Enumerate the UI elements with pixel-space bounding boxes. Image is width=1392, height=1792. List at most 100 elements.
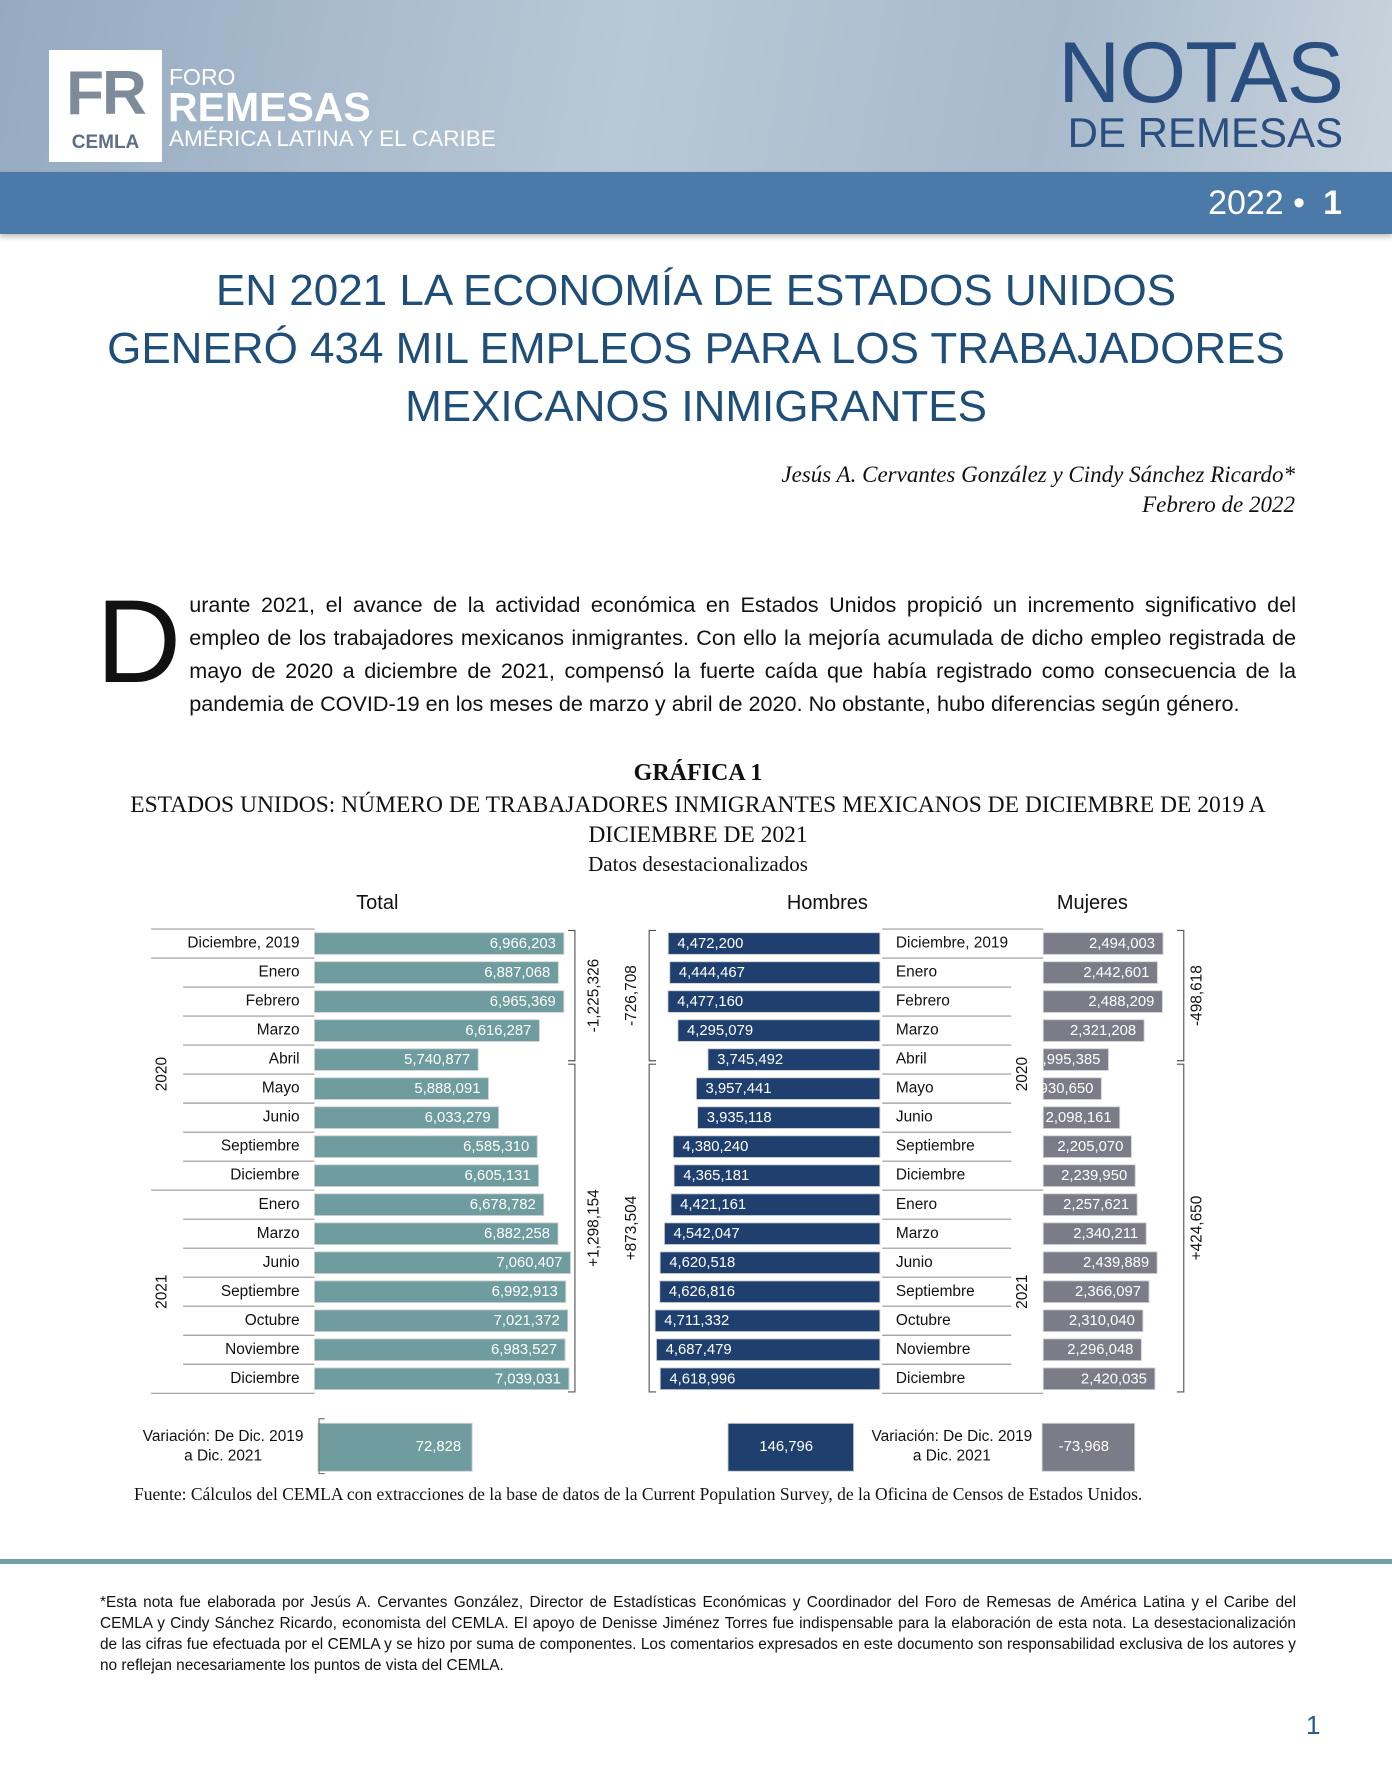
- change-caption: a Dic. 2021: [913, 1448, 991, 1465]
- bracket-label: -1,225,326: [585, 959, 602, 1033]
- category-label: Diciembre: [230, 1370, 299, 1387]
- change-bar: [727, 1422, 855, 1472]
- value-label: 6,992,913: [492, 1284, 558, 1300]
- header-stripe: [0, 172, 1392, 234]
- bar: [314, 1048, 479, 1071]
- value-label: 4,477,160: [677, 994, 743, 1010]
- bar: [1042, 990, 1163, 1013]
- category-label: Marzo: [257, 1225, 300, 1242]
- brand-bottom: AMÉRICA LATINA Y EL CARIBE: [169, 126, 496, 151]
- category-label: Abril: [896, 1051, 927, 1068]
- change-label: 72,828: [416, 1439, 461, 1455]
- value-label: 4,421,161: [680, 1197, 746, 1213]
- bar: [314, 1367, 570, 1391]
- bar: [654, 1309, 881, 1333]
- bar: [667, 990, 881, 1013]
- bar: [1042, 1367, 1156, 1391]
- bar: [314, 1019, 540, 1042]
- bar: [314, 1077, 489, 1100]
- bar: [1042, 1135, 1132, 1158]
- value-label: 4,380,240: [682, 1139, 748, 1155]
- logo-mark: FR: [66, 59, 147, 128]
- panel-title: Mujeres: [1057, 892, 1128, 914]
- value-label: 2,439,889: [1083, 1255, 1149, 1271]
- category-label: Enero: [258, 964, 299, 981]
- category-label: Junio: [263, 1254, 300, 1271]
- change-label: -73,968: [1059, 1439, 1109, 1455]
- category-label: Mayo: [262, 1080, 300, 1097]
- value-label: 4,620,518: [669, 1255, 735, 1271]
- bar: [314, 1338, 566, 1362]
- bar: [314, 1106, 500, 1129]
- value-label: 6,678,782: [470, 1197, 536, 1213]
- change-caption: Variación: De Dic. 2019: [872, 1428, 1033, 1445]
- bar: [314, 961, 559, 984]
- value-label: 5,740,877: [404, 1052, 470, 1068]
- value-label: 2,098,161: [1046, 1110, 1112, 1126]
- category-label: Marzo: [896, 1225, 939, 1242]
- logo: FR CEMLA: [49, 50, 162, 162]
- value-label: 6,605,131: [465, 1168, 531, 1184]
- value-label: 3,957,441: [706, 1081, 772, 1097]
- category-label: Enero: [896, 964, 937, 981]
- value-label: 6,033,279: [425, 1110, 491, 1126]
- title-line: EN 2021 LA ECONOMÍA DE ESTADOS UNIDOS: [215, 266, 1177, 315]
- bracket-label: -498,618: [1189, 965, 1206, 1026]
- issue: 2022 • 1: [1208, 184, 1342, 223]
- value-label: 4,711,332: [664, 1313, 729, 1329]
- category-label: Octubre: [245, 1312, 300, 1329]
- bracket: [1176, 929, 1185, 1062]
- bar: [314, 1222, 559, 1246]
- category-label: Junio: [896, 1254, 933, 1271]
- bar: [314, 1280, 567, 1304]
- panel-title: Total: [356, 892, 398, 914]
- category-label: Septiembre: [896, 1138, 975, 1155]
- category-label: Abril: [269, 1051, 300, 1068]
- category-label: Noviembre: [225, 1341, 300, 1358]
- title-line: MEXICANOS INMIGRANTES: [405, 382, 987, 431]
- separator: •: [1293, 184, 1306, 222]
- bar: [656, 1338, 881, 1362]
- paragraph: urante 2021, el avance de la actividad e…: [189, 592, 1296, 716]
- change-bar: [1041, 1422, 1136, 1472]
- value-label: 7,060,407: [496, 1255, 562, 1271]
- bar: [1042, 1019, 1145, 1042]
- bar: [314, 932, 565, 955]
- category-label: Septiembre: [896, 1283, 975, 1300]
- bar: [1042, 1164, 1136, 1187]
- footnote: *Esta nota fue elaborada por Jesús A. Ce…: [100, 1594, 1296, 1674]
- category-label: Diciembre, 2019: [187, 935, 299, 952]
- bar: [314, 990, 565, 1013]
- value-label: 2,205,070: [1057, 1139, 1123, 1155]
- chart: Diciembre, 2019 Diciembre, 2019 Enero Enero…: [143, 892, 1206, 1475]
- category-label: Junio: [263, 1109, 300, 1126]
- category-label: Noviembre: [896, 1341, 971, 1358]
- panel-title: Hombres: [787, 892, 868, 914]
- category-label: Diciembre: [230, 1167, 299, 1184]
- bar: [677, 1019, 881, 1042]
- bar: [1042, 1048, 1109, 1071]
- value-label: 2,366,097: [1075, 1284, 1141, 1300]
- series-subtitle: DE REMESAS: [1067, 109, 1343, 156]
- value-label: 6,882,258: [484, 1226, 550, 1242]
- value-label: 3,745,492: [717, 1052, 783, 1068]
- value-label: 1,995,385: [1034, 1052, 1100, 1068]
- title: EN 2021 LA ECONOMÍA DE ESTADOS UNIDOS GE…: [60, 262, 1332, 436]
- bracket-label: +424,650: [1189, 1196, 1206, 1261]
- value-label: 2,239,950: [1061, 1168, 1127, 1184]
- page-number: 1: [1306, 1710, 1321, 1740]
- value-label: 4,365,181: [683, 1168, 749, 1184]
- bar: [1042, 1193, 1138, 1216]
- value-label: 6,585,310: [463, 1139, 529, 1155]
- bracket: [568, 929, 576, 1062]
- category-label: Febrero: [896, 993, 950, 1010]
- category-label: Marzo: [896, 1022, 939, 1039]
- bracket: [648, 929, 657, 1062]
- bar: [314, 1164, 540, 1187]
- drop-cap: D: [96, 576, 182, 708]
- figure-subtitle: Datos desestacionalizados: [588, 852, 808, 876]
- change-caption: a Dic. 2021: [184, 1448, 262, 1465]
- value-label: 2,340,211: [1073, 1226, 1138, 1242]
- bar: [659, 1367, 881, 1391]
- bar: [695, 1077, 881, 1100]
